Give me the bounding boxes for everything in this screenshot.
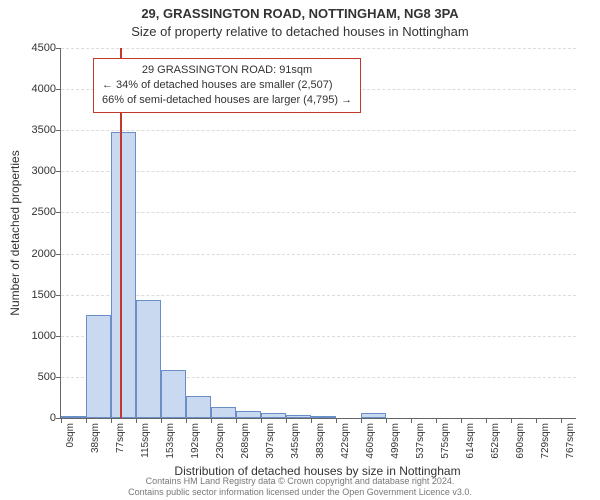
histogram-bar	[236, 411, 261, 418]
histogram-bar	[211, 407, 236, 419]
y-tick-label: 1000	[16, 330, 56, 342]
y-tick-label: 500	[16, 371, 56, 383]
x-tick-label: 115sqm	[140, 423, 151, 458]
x-tick-label: 729sqm	[540, 423, 551, 459]
title-line-2: Size of property relative to detached ho…	[0, 24, 600, 40]
gridline	[61, 171, 576, 172]
x-tick-mark	[361, 418, 362, 423]
y-tick-label: 4500	[16, 42, 56, 54]
y-tick-mark	[56, 336, 61, 337]
histogram-bar	[86, 315, 111, 418]
y-tick-mark	[56, 295, 61, 296]
histogram-bar	[311, 416, 336, 418]
y-tick-label: 1500	[16, 289, 56, 301]
y-tick-mark	[56, 212, 61, 213]
x-tick-label: 345sqm	[290, 423, 301, 459]
x-tick-mark	[411, 418, 412, 423]
x-tick-mark	[61, 418, 62, 423]
y-tick-mark	[56, 254, 61, 255]
x-tick-mark	[536, 418, 537, 423]
x-tick-label: 422sqm	[340, 423, 351, 459]
x-tick-label: 767sqm	[565, 423, 576, 459]
x-tick-label: 153sqm	[165, 423, 176, 459]
x-tick-mark	[461, 418, 462, 423]
x-tick-label: 690sqm	[515, 423, 526, 459]
x-tick-label: 307sqm	[265, 423, 276, 459]
x-tick-mark	[261, 418, 262, 423]
footer-line-2: Contains public sector information licen…	[0, 487, 600, 498]
x-tick-mark	[86, 418, 87, 423]
x-tick-mark	[211, 418, 212, 423]
histogram-bar	[111, 132, 136, 418]
annotation-line: 29 GRASSINGTON ROAD: 91sqm	[102, 63, 352, 78]
x-tick-label: 230sqm	[215, 423, 226, 459]
x-tick-mark	[286, 418, 287, 423]
x-tick-mark	[436, 418, 437, 423]
annotation-box: 29 GRASSINGTON ROAD: 91sqm← 34% of detac…	[93, 58, 361, 113]
x-tick-label: 77sqm	[115, 423, 126, 453]
y-tick-mark	[56, 171, 61, 172]
y-tick-mark	[56, 89, 61, 90]
x-tick-mark	[386, 418, 387, 423]
x-tick-mark	[311, 418, 312, 423]
annotation-line: ← 34% of detached houses are smaller (2,…	[102, 78, 352, 93]
x-tick-mark	[161, 418, 162, 423]
y-tick-label: 2000	[16, 248, 56, 260]
annotation-line: 66% of semi-detached houses are larger (…	[102, 93, 352, 108]
y-tick-mark	[56, 48, 61, 49]
x-tick-label: 614sqm	[465, 423, 476, 459]
x-tick-label: 192sqm	[190, 423, 201, 459]
y-tick-label: 3000	[16, 165, 56, 177]
x-tick-mark	[236, 418, 237, 423]
x-tick-label: 652sqm	[490, 423, 501, 459]
x-tick-mark	[186, 418, 187, 423]
histogram-bar	[261, 413, 286, 418]
histogram-bar	[186, 396, 211, 418]
plot-area: 0500100015002000250030003500400045000sqm…	[60, 48, 576, 419]
x-tick-mark	[561, 418, 562, 423]
gridline	[61, 130, 576, 131]
x-tick-mark	[136, 418, 137, 423]
y-tick-label: 0	[16, 412, 56, 424]
x-tick-mark	[336, 418, 337, 423]
gridline	[61, 48, 576, 49]
histogram-bar	[361, 413, 386, 418]
footer-line-1: Contains HM Land Registry data © Crown c…	[0, 476, 600, 487]
x-tick-mark	[486, 418, 487, 423]
y-tick-mark	[56, 377, 61, 378]
x-tick-label: 499sqm	[390, 423, 401, 459]
x-tick-label: 38sqm	[90, 423, 101, 453]
title-block: 29, GRASSINGTON ROAD, NOTTINGHAM, NG8 3P…	[0, 0, 600, 39]
x-tick-label: 537sqm	[415, 423, 426, 459]
y-tick-label: 3500	[16, 124, 56, 136]
x-tick-mark	[511, 418, 512, 423]
y-tick-label: 4000	[16, 83, 56, 95]
y-tick-mark	[56, 130, 61, 131]
x-tick-mark	[111, 418, 112, 423]
gridline	[61, 212, 576, 213]
chart-container: 29, GRASSINGTON ROAD, NOTTINGHAM, NG8 3P…	[0, 0, 600, 500]
histogram-bar	[61, 416, 86, 418]
gridline	[61, 254, 576, 255]
histogram-bar	[286, 415, 311, 418]
x-tick-label: 383sqm	[315, 423, 326, 459]
footer: Contains HM Land Registry data © Crown c…	[0, 476, 600, 499]
x-tick-label: 0sqm	[65, 423, 76, 447]
gridline	[61, 295, 576, 296]
x-tick-label: 460sqm	[365, 423, 376, 459]
x-tick-label: 575sqm	[440, 423, 451, 459]
x-tick-label: 268sqm	[240, 423, 251, 459]
histogram-bar	[161, 370, 186, 418]
plot-outer: Number of detached properties 0500100015…	[60, 48, 575, 418]
histogram-bar	[136, 300, 161, 418]
title-line-1: 29, GRASSINGTON ROAD, NOTTINGHAM, NG8 3P…	[0, 6, 600, 22]
y-tick-label: 2500	[16, 206, 56, 218]
